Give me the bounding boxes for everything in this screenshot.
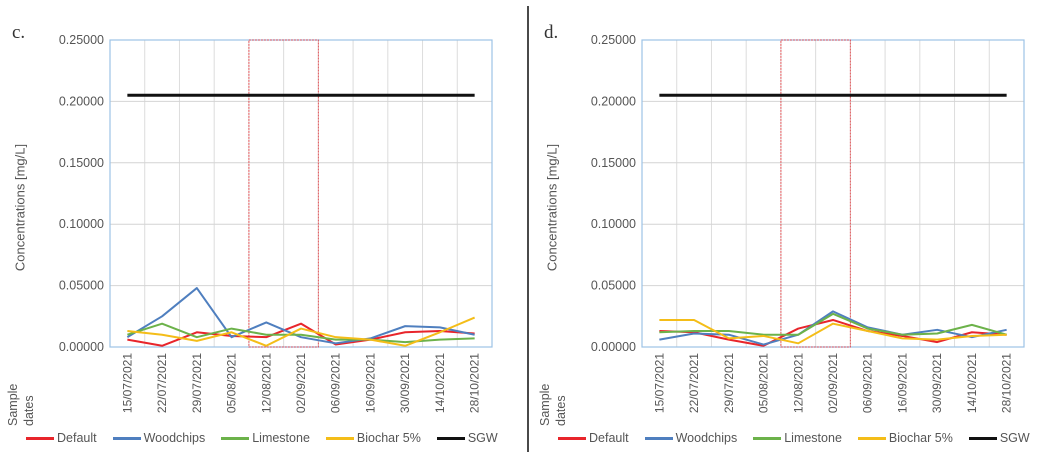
legend-label: Limestone: [784, 431, 842, 445]
panel-divider: [527, 6, 529, 452]
x-tick-label: 02/09/2021: [826, 353, 840, 413]
legend-swatch: [753, 436, 782, 440]
legend-label: Biochar 5%: [888, 431, 953, 445]
legend-label: Limestone: [252, 431, 310, 445]
y-tick-label: 0.25000: [59, 33, 104, 47]
legend-item: Woodchips: [112, 431, 206, 445]
legend-label: Default: [57, 431, 97, 445]
highlight-box: [780, 39, 851, 348]
x-axis-label: Sample dates: [0, 372, 58, 432]
legend-swatch: [436, 436, 465, 440]
legend-swatch: [112, 436, 141, 440]
highlight-box: [248, 39, 319, 348]
legend-item: Default: [558, 431, 629, 445]
chart-panel-c: c. Concentrations [mg/L] 0.00000 0.05000 0…: [0, 0, 520, 455]
y-tick-label: 0.25000: [591, 33, 636, 47]
chart-panel-d: d. Concentrations [mg/L] 0.00000 0.05000 0…: [532, 0, 1052, 455]
legend-label: Woodchips: [143, 431, 206, 445]
x-tick-label: 28/10/2021: [1000, 353, 1014, 413]
legend-label: Biochar 5%: [356, 431, 421, 445]
legend-swatch: [644, 436, 673, 440]
line-chart: 0.00000 0.05000 0.10000 0.15000 0.20000 0.250…: [591, 33, 1025, 413]
x-tick-label: 22/07/2021: [687, 353, 701, 413]
x-axis-label-line2: dates: [22, 395, 36, 426]
legend-item: Limestone: [753, 431, 842, 445]
x-tick-label: 15/07/2021: [652, 353, 666, 413]
x-tick-label: 12/08/2021: [791, 353, 805, 413]
x-tick-label: 16/09/2021: [895, 353, 909, 413]
x-tick-label: 22/07/2021: [155, 353, 169, 413]
legend-label: Woodchips: [675, 431, 738, 445]
legend-item: SGW: [968, 431, 1030, 445]
plot-frame: [641, 39, 1025, 348]
y-tick-label: 0.10000: [591, 217, 636, 231]
legend-swatch: [857, 436, 886, 440]
legend: Default Woodchips Limestone Biochar 5% SGW: [26, 428, 514, 448]
legend-label: SGW: [999, 431, 1030, 445]
legend-label: Default: [589, 431, 629, 445]
series-line-biochar-5: [659, 318, 1007, 345]
plot-frame: [109, 39, 493, 348]
y-tick-label: 0.00000: [59, 340, 104, 354]
x-tick-label: 28/10/2021: [468, 353, 482, 413]
y-axis-label: Concentrations [mg/L]: [12, 143, 28, 272]
series-line-biochar-5: [127, 316, 476, 347]
x-axis-label: Sample dates: [530, 372, 590, 432]
y-tick-label: 0.15000: [591, 156, 636, 170]
legend-swatch: [26, 436, 54, 440]
x-tick-label: 05/08/2021: [225, 353, 239, 413]
legend-swatch: [221, 436, 250, 440]
x-tick-label: 06/09/2021: [329, 353, 343, 413]
y-tick-label: 0.15000: [59, 156, 104, 170]
y-tick-label: 0.20000: [59, 94, 104, 108]
series-line-woodchips: [126, 287, 475, 345]
y-tick-label: 0.00000: [591, 340, 636, 354]
legend-item: Biochar 5%: [325, 431, 421, 445]
y-tick-label: 0.05000: [591, 279, 636, 293]
legend-item: Limestone: [221, 431, 310, 445]
x-tick-label: 29/07/2021: [722, 353, 736, 413]
legend-swatch: [325, 436, 354, 440]
x-tick-label: 30/09/2021: [930, 353, 944, 413]
legend-swatch: [968, 436, 997, 440]
x-tick-label: 14/10/2021: [433, 353, 447, 413]
x-tick-label: 15/07/2021: [120, 353, 134, 413]
x-axis-label-line1: Sample: [6, 383, 20, 426]
y-tick-label: 0.05000: [59, 279, 104, 293]
series-line-woodchips: [659, 310, 1007, 346]
panel-label: c.: [12, 22, 26, 43]
legend-item: SGW: [436, 431, 498, 445]
y-tick-label: 0.10000: [59, 217, 104, 231]
legend-swatch: [558, 436, 586, 440]
x-tick-label: 14/10/2021: [965, 353, 979, 413]
series-line-limestone: [659, 312, 1007, 336]
x-tick-label: 02/09/2021: [294, 353, 308, 413]
x-tick-label: 06/09/2021: [861, 353, 875, 413]
y-tick-label: 0.20000: [591, 94, 636, 108]
legend-label: SGW: [467, 431, 498, 445]
x-tick-label: 30/09/2021: [398, 353, 412, 413]
x-axis-label-line2: dates: [554, 395, 568, 426]
line-chart: 0.00000 0.05000 0.10000 0.15000 0.20000 0.250…: [59, 33, 493, 413]
y-axis-label: Concentrations [mg/L]: [544, 143, 560, 272]
legend-item: Default: [26, 431, 97, 445]
x-axis-label-line1: Sample: [538, 383, 552, 426]
legend-item: Biochar 5%: [857, 431, 953, 445]
legend: Default Woodchips Limestone Biochar 5% SGW: [558, 428, 1046, 448]
panel-label: d.: [544, 22, 559, 43]
legend-item: Woodchips: [644, 431, 738, 445]
x-tick-label: 29/07/2021: [190, 353, 204, 413]
series-line-default: [127, 322, 475, 347]
x-tick-label: 12/08/2021: [259, 353, 273, 413]
x-tick-label: 05/08/2021: [757, 353, 771, 413]
x-tick-label: 16/09/2021: [363, 353, 377, 413]
